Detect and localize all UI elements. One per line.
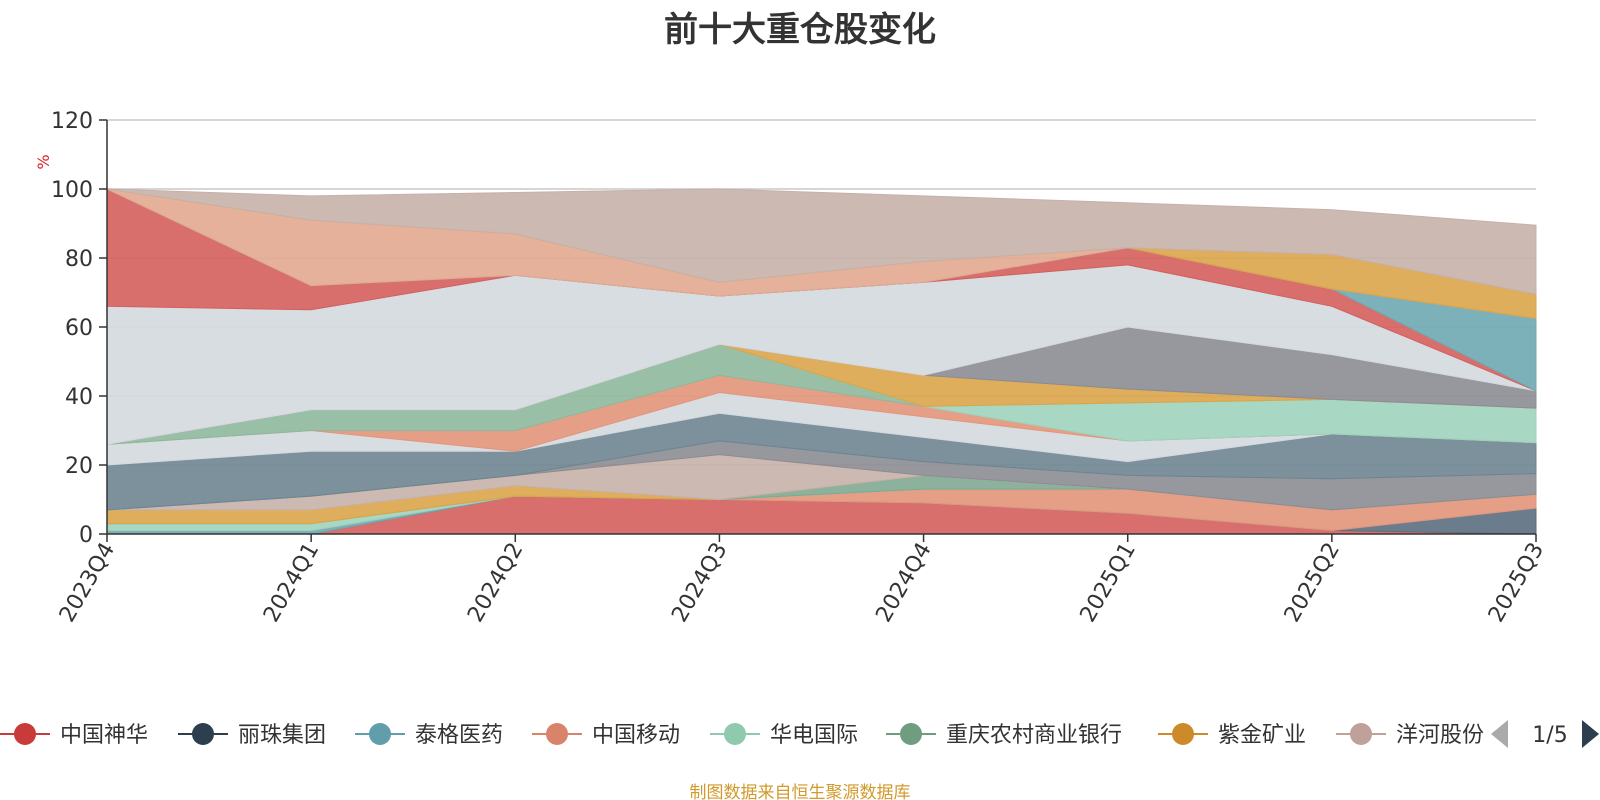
y-tick-label: 100 xyxy=(51,178,93,203)
legend-prev-icon[interactable] xyxy=(1491,720,1508,748)
y-tick-label: 60 xyxy=(65,316,93,341)
area-layer xyxy=(106,188,1537,535)
legend-label: 中国神华 xyxy=(60,723,148,748)
y-tick-label: 0 xyxy=(79,523,93,548)
legend-label: 紫金矿业 xyxy=(1218,723,1306,748)
legend-label: 华电国际 xyxy=(770,723,858,748)
legend-item[interactable]: 重庆农村商业银行 xyxy=(886,723,1122,748)
legend-item[interactable]: 中国神华 xyxy=(0,723,148,748)
legend-label: 中国移动 xyxy=(592,723,680,748)
x-tick-label: 2025Q2 xyxy=(1280,539,1345,627)
legend-next-icon[interactable] xyxy=(1582,720,1599,748)
x-tick-label: 2024Q2 xyxy=(463,539,528,627)
source-note: 制图数据来自恒生聚源数据库 xyxy=(689,783,911,800)
x-tick-label: 2024Q3 xyxy=(667,539,732,627)
legend-page-indicator: 1/5 xyxy=(1532,723,1567,748)
y-tick-label: 120 xyxy=(51,109,93,134)
legend-marker xyxy=(900,723,922,745)
legend-marker xyxy=(1350,723,1372,745)
legend-item[interactable]: 中国移动 xyxy=(532,723,680,748)
legend-item[interactable]: 洋河股份 xyxy=(1336,723,1484,748)
legend-marker xyxy=(724,723,746,745)
y-axis-unit: % xyxy=(34,154,53,169)
legend-marker xyxy=(192,723,214,745)
chart-title: 前十大重仓股变化 xyxy=(664,10,936,50)
x-tick-label: 2024Q1 xyxy=(259,539,324,627)
legend-items: 中国神华 丽珠集团 泰格医药 中国移动 华电国际 重庆农村商业银行 紫金矿业 洋河股份 xyxy=(0,723,1484,748)
legend-label: 洋河股份 xyxy=(1396,723,1484,748)
x-tick-label: 2023Q4 xyxy=(55,539,120,627)
legend-marker xyxy=(546,723,568,745)
y-tick-label: 40 xyxy=(65,385,93,410)
legend-label: 丽珠集团 xyxy=(238,723,326,748)
legend-label: 泰格医药 xyxy=(415,723,503,748)
x-tick-label: 2025Q3 xyxy=(1484,539,1549,627)
area-series-21 xyxy=(106,188,1537,295)
legend-item[interactable]: 泰格医药 xyxy=(355,723,503,748)
y-tick-label: 20 xyxy=(65,454,93,479)
legend-marker xyxy=(369,723,391,745)
y-tick-label: 80 xyxy=(65,247,93,272)
x-tick-label: 2024Q4 xyxy=(871,539,936,627)
x-tick-label: 2025Q1 xyxy=(1076,539,1141,627)
legend-label: 重庆农村商业银行 xyxy=(946,723,1122,748)
legend: 中国神华 丽珠集团 泰格医药 中国移动 华电国际 重庆农村商业银行 紫金矿业 洋河股份 1/5 xyxy=(0,720,1599,748)
legend-item[interactable]: 华电国际 xyxy=(710,723,858,748)
legend-marker xyxy=(1172,723,1194,745)
legend-item[interactable]: 紫金矿业 xyxy=(1158,723,1306,748)
legend-marker xyxy=(14,723,36,745)
legend-item[interactable]: 丽珠集团 xyxy=(178,723,326,748)
